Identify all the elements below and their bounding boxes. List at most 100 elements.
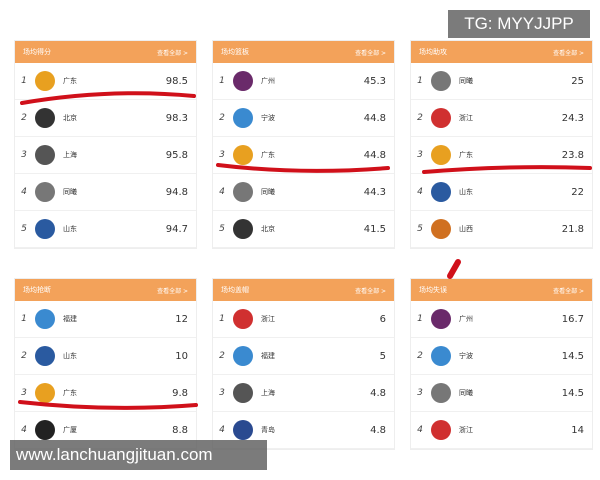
panel-title: 场均助攻 xyxy=(419,48,447,56)
team-name: 同曦 xyxy=(459,77,473,85)
team-name: 福建 xyxy=(63,315,77,323)
rank: 4 xyxy=(21,187,27,197)
table-row[interactable]: 1 浙江 6 xyxy=(213,301,394,338)
table-row[interactable]: 2 北京 98.3 xyxy=(15,100,196,137)
table-row[interactable]: 2 福建 5 xyxy=(213,338,394,375)
table-row[interactable]: 4 山东 22 xyxy=(411,174,592,211)
team-name: 广州 xyxy=(459,315,473,323)
stat-value: 21.8 xyxy=(561,223,584,235)
panel-header: 场均篮板 查看全部 > xyxy=(213,41,394,63)
stat-value: 95.8 xyxy=(165,149,188,161)
team-logo-icon xyxy=(431,346,451,366)
team-name: 上海 xyxy=(261,389,275,397)
team-name: 山东 xyxy=(63,352,77,360)
team-logo-icon xyxy=(431,108,451,128)
team-logo-icon xyxy=(35,420,55,440)
stat-value: 9.8 xyxy=(172,387,188,399)
table-row[interactable]: 3 广东 23.8 xyxy=(411,137,592,174)
rank: 2 xyxy=(417,113,423,123)
table-row[interactable]: 3 上海 4.8 xyxy=(213,375,394,412)
rank: 4 xyxy=(21,425,27,435)
team-name: 青岛 xyxy=(261,426,275,434)
view-all-link[interactable]: 查看全部 > xyxy=(157,49,188,57)
stat-value: 16.7 xyxy=(561,313,584,325)
panel-header: 场均得分 查看全部 > xyxy=(15,41,196,63)
table-row[interactable]: 3 上海 95.8 xyxy=(15,137,196,174)
team-logo-icon xyxy=(233,145,253,165)
team-name: 北京 xyxy=(261,225,275,233)
rank: 1 xyxy=(219,76,225,86)
rank: 4 xyxy=(219,187,225,197)
stat-value: 12 xyxy=(175,313,188,325)
team-name: 广州 xyxy=(261,77,275,85)
team-name: 同曦 xyxy=(261,188,275,196)
stat-value: 94.8 xyxy=(165,186,188,198)
table-row[interactable]: 2 山东 10 xyxy=(15,338,196,375)
tick-stroke xyxy=(447,259,461,279)
team-name: 上海 xyxy=(63,151,77,159)
table-row[interactable]: 3 广东 9.8 xyxy=(15,375,196,412)
table-row[interactable]: 2 浙江 24.3 xyxy=(411,100,592,137)
rank: 1 xyxy=(21,314,27,324)
team-name: 广东 xyxy=(459,151,473,159)
team-logo-icon xyxy=(431,420,451,440)
panel-title: 场均抢断 xyxy=(23,286,51,294)
rank: 2 xyxy=(21,113,27,123)
table-row[interactable]: 1 广州 45.3 xyxy=(213,63,394,100)
stat-value: 45.3 xyxy=(363,75,386,87)
stat-value: 98.5 xyxy=(165,75,188,87)
table-row[interactable]: 1 福建 12 xyxy=(15,301,196,338)
rank: 5 xyxy=(417,224,423,234)
panel-title: 场均盖帽 xyxy=(221,286,249,294)
team-logo-icon xyxy=(233,219,253,239)
team-name: 广厦 xyxy=(63,426,77,434)
rank: 1 xyxy=(21,76,27,86)
team-logo-icon xyxy=(431,219,451,239)
table-row[interactable]: 4 同曦 94.8 xyxy=(15,174,196,211)
table-row[interactable]: 2 宁波 44.8 xyxy=(213,100,394,137)
view-all-link[interactable]: 查看全部 > xyxy=(553,49,584,57)
table-row[interactable]: 5 北京 41.5 xyxy=(213,211,394,248)
stats-panel: 场均抢断 查看全部 > 1 福建 12 2 山东 10 3 广东 9.8 4 广厦 8.8 xyxy=(14,278,197,450)
team-logo-icon xyxy=(431,71,451,91)
stat-value: 44.8 xyxy=(363,112,386,124)
stat-value: 23.8 xyxy=(561,149,584,161)
stat-value: 14 xyxy=(571,424,584,436)
stat-value: 10 xyxy=(175,350,188,362)
team-logo-icon xyxy=(35,383,55,403)
rank: 4 xyxy=(417,425,423,435)
table-row[interactable]: 3 同曦 14.5 xyxy=(411,375,592,412)
stats-panel: 场均助攻 查看全部 > 1 同曦 25 2 浙江 24.3 3 广东 23.8 4 山东 22 5 山西 21.… xyxy=(410,40,593,249)
team-name: 北京 xyxy=(63,114,77,122)
rank: 1 xyxy=(219,314,225,324)
rank: 5 xyxy=(21,224,27,234)
panel-header: 场均抢断 查看全部 > xyxy=(15,279,196,301)
stat-value: 4.8 xyxy=(370,424,386,436)
table-row[interactable]: 4 青岛 4.8 xyxy=(213,412,394,449)
table-row[interactable]: 3 广东 44.8 xyxy=(213,137,394,174)
team-logo-icon xyxy=(431,309,451,329)
table-row[interactable]: 5 山西 21.8 xyxy=(411,211,592,248)
table-row[interactable]: 5 山东 94.7 xyxy=(15,211,196,248)
rank: 3 xyxy=(417,150,423,160)
view-all-link[interactable]: 查看全部 > xyxy=(553,287,584,295)
view-all-link[interactable]: 查看全部 > xyxy=(355,49,386,57)
view-all-link[interactable]: 查看全部 > xyxy=(355,287,386,295)
team-name: 福建 xyxy=(261,352,275,360)
team-logo-icon xyxy=(233,108,253,128)
team-name: 山东 xyxy=(63,225,77,233)
team-logo-icon xyxy=(233,182,253,202)
table-row[interactable]: 1 广东 98.5 xyxy=(15,63,196,100)
view-all-link[interactable]: 查看全部 > xyxy=(157,287,188,295)
stat-value: 25 xyxy=(571,75,584,87)
table-row[interactable]: 1 广州 16.7 xyxy=(411,301,592,338)
team-logo-icon xyxy=(233,383,253,403)
table-row[interactable]: 4 同曦 44.3 xyxy=(213,174,394,211)
stat-value: 44.3 xyxy=(363,186,386,198)
stat-value: 41.5 xyxy=(363,223,386,235)
table-row[interactable]: 4 浙江 14 xyxy=(411,412,592,449)
table-row[interactable]: 2 宁波 14.5 xyxy=(411,338,592,375)
rank: 1 xyxy=(417,314,423,324)
stat-value: 94.7 xyxy=(165,223,188,235)
table-row[interactable]: 1 同曦 25 xyxy=(411,63,592,100)
